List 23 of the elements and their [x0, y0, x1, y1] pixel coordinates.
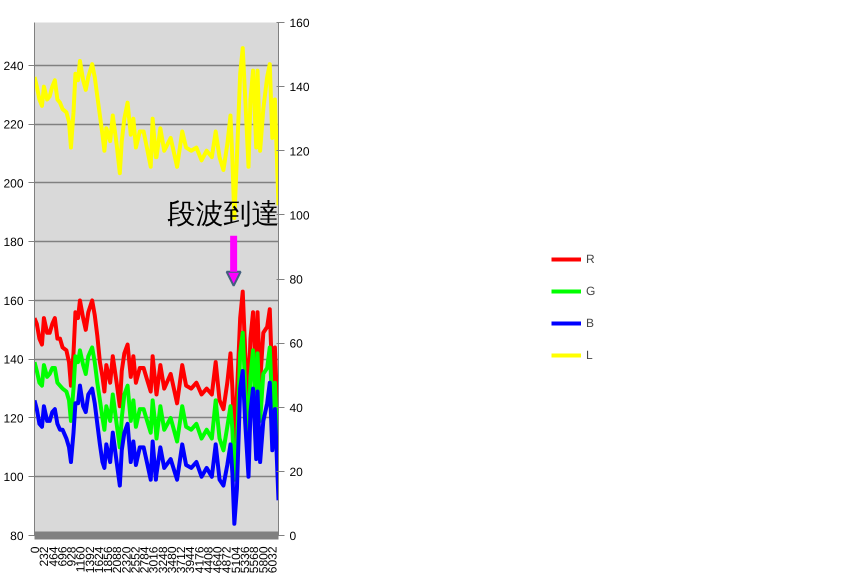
y-tick-label: 220 [3, 118, 24, 132]
y2-tick-label: 80 [290, 272, 304, 286]
y-tick-label: 180 [3, 235, 24, 250]
y2-tick-label: 160 [290, 16, 310, 30]
y2-tick-label: 140 [290, 80, 310, 94]
y-tick-label: 140 [3, 352, 24, 367]
legend-label: B [586, 316, 596, 330]
y2-tick-label: 20 [290, 464, 304, 479]
y-tick-label: 160 [3, 294, 24, 308]
y2-tick-label: 0 [290, 529, 296, 543]
legend-label: L [586, 348, 594, 362]
y-tick-label: 120 [3, 411, 24, 426]
y-tick-label: 240 [3, 58, 24, 73]
line-series [34, 368, 278, 526]
y2-tick-label: 40 [290, 400, 304, 415]
y-tick-label: 200 [3, 176, 24, 190]
y2-tick-label: 60 [290, 336, 304, 351]
legend-label: G [586, 284, 596, 298]
y2-tick-label: 100 [290, 208, 310, 222]
y2-tick-label: 120 [290, 144, 310, 158]
legend-label: R [586, 252, 596, 266]
y-tick-label: 100 [3, 470, 24, 484]
y-tick-label: 80 [10, 529, 24, 543]
